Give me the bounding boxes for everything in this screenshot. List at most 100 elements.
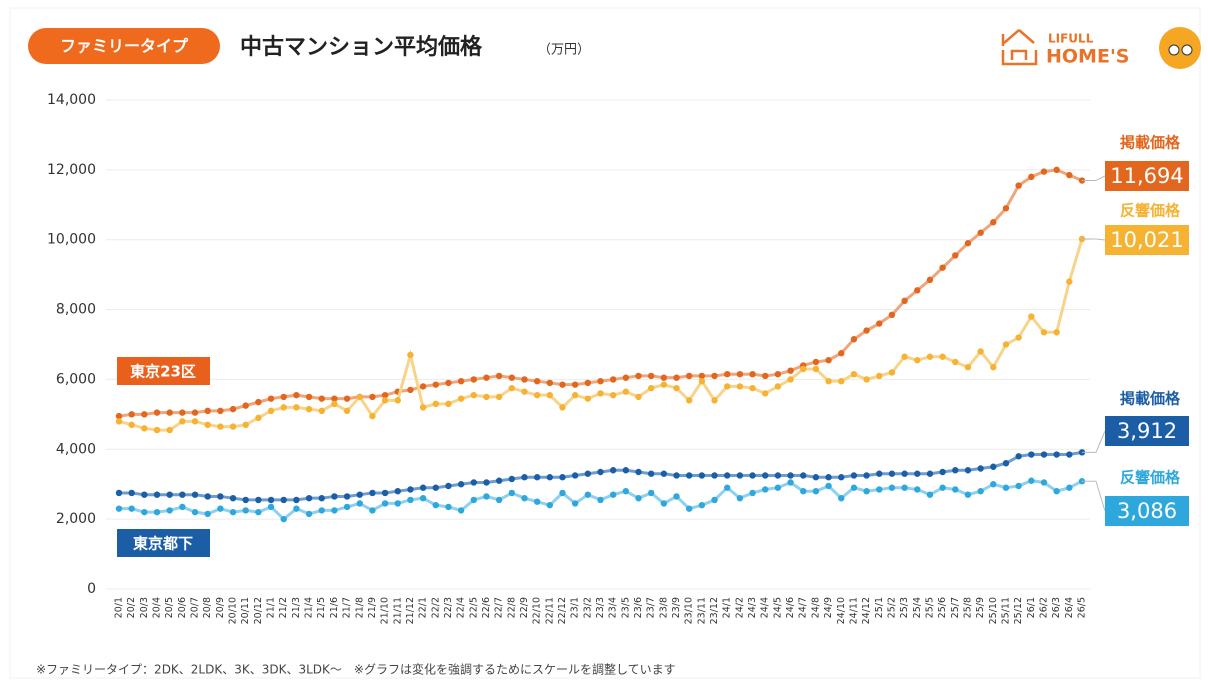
data-point: [166, 491, 173, 498]
data-point: [318, 507, 325, 514]
data-point: [762, 390, 769, 397]
connector: [1082, 175, 1106, 182]
data-point: [711, 397, 718, 404]
data-point: [217, 407, 224, 415]
data-point: [685, 372, 693, 380]
data-point: [508, 374, 516, 381]
data-point: [926, 470, 934, 477]
data-point: [419, 494, 427, 502]
data-point: [812, 365, 820, 373]
data-point: [204, 510, 211, 518]
data-point: [495, 477, 503, 484]
mascot: [1159, 27, 1201, 69]
data-point: [1040, 168, 1048, 175]
data-point: [419, 383, 427, 390]
data-point: [914, 486, 921, 493]
data-point: [825, 482, 832, 490]
x-tick-label: 24/2: [734, 597, 745, 618]
data-point: [508, 384, 516, 392]
data-point: [774, 484, 782, 491]
x-tick-label: 23/8: [658, 597, 669, 618]
data-point: [559, 404, 566, 411]
data-point: [559, 474, 566, 481]
data-point: [964, 364, 972, 371]
data-point: [1066, 451, 1073, 458]
data-point: [571, 381, 579, 388]
x-tick-label: 23/4: [608, 597, 619, 618]
data-point: [736, 494, 744, 502]
data-point: [457, 395, 465, 402]
data-point: [926, 276, 934, 284]
data-point: [647, 384, 655, 392]
data-point: [1053, 451, 1060, 458]
data-point: [1028, 173, 1035, 181]
data-point: [495, 496, 503, 504]
data-point: [863, 376, 870, 383]
data-point: [179, 418, 186, 425]
series-name: 反響価格: [1120, 469, 1181, 487]
data-point: [318, 494, 325, 502]
data-point: [926, 353, 934, 360]
data-point: [1053, 329, 1060, 336]
data-point: [990, 463, 997, 470]
data-point: [863, 327, 870, 334]
x-tick-label: 26/2: [1038, 597, 1049, 618]
connector: [1082, 480, 1106, 512]
group-label: 東京23区: [130, 363, 196, 381]
data-point: [863, 488, 870, 495]
data-point: [749, 370, 756, 378]
x-tick-label: 24/1: [722, 597, 733, 618]
data-point: [901, 484, 908, 491]
data-point: [419, 484, 427, 491]
data-point: [952, 358, 959, 366]
data-point: [115, 505, 123, 512]
data-point: [736, 472, 744, 479]
value-label-bg: [1105, 225, 1189, 255]
data-point: [521, 376, 528, 383]
data-point: [305, 494, 313, 502]
data-point: [698, 372, 706, 380]
data-point: [647, 470, 655, 477]
data-point: [369, 489, 376, 497]
data-point: [305, 405, 313, 413]
data-point: [229, 494, 237, 502]
data-point: [749, 384, 756, 392]
data-point: [647, 372, 655, 380]
data-point: [369, 412, 376, 420]
data-point: [635, 393, 642, 401]
mascot-eye: [1168, 44, 1180, 56]
data-point: [267, 496, 275, 504]
x-tick-label: 21/7: [342, 597, 353, 618]
x-tick-label: 24/6: [785, 597, 796, 618]
data-point: [407, 386, 414, 394]
data-point: [990, 481, 997, 488]
data-point: [204, 407, 211, 415]
data-point: [153, 426, 161, 434]
data-point: [217, 423, 224, 430]
data-point: [445, 400, 452, 408]
data-point: [255, 496, 262, 504]
x-tick-label: 22/12: [557, 597, 568, 624]
data-point: [280, 515, 287, 523]
data-point: [597, 496, 604, 504]
data-point: [724, 383, 731, 390]
connector: [1082, 430, 1106, 453]
x-tick-label: 25/4: [912, 597, 923, 618]
data-point: [153, 491, 161, 498]
data-point: [191, 508, 199, 516]
data-point: [584, 395, 592, 402]
data-point: [1040, 479, 1048, 486]
data-point: [1028, 451, 1035, 458]
data-point: [318, 407, 325, 415]
data-point: [432, 400, 439, 408]
x-tick-label: 21/4: [304, 597, 315, 618]
series-name: 掲載価格: [1120, 390, 1181, 408]
data-point: [204, 421, 211, 429]
data-point: [901, 470, 908, 477]
data-point: [749, 472, 756, 479]
data-point: [255, 398, 262, 406]
x-tick-label: 23/3: [595, 597, 606, 618]
x-tick-label: 25/9: [975, 597, 986, 618]
data-point: [711, 496, 718, 504]
